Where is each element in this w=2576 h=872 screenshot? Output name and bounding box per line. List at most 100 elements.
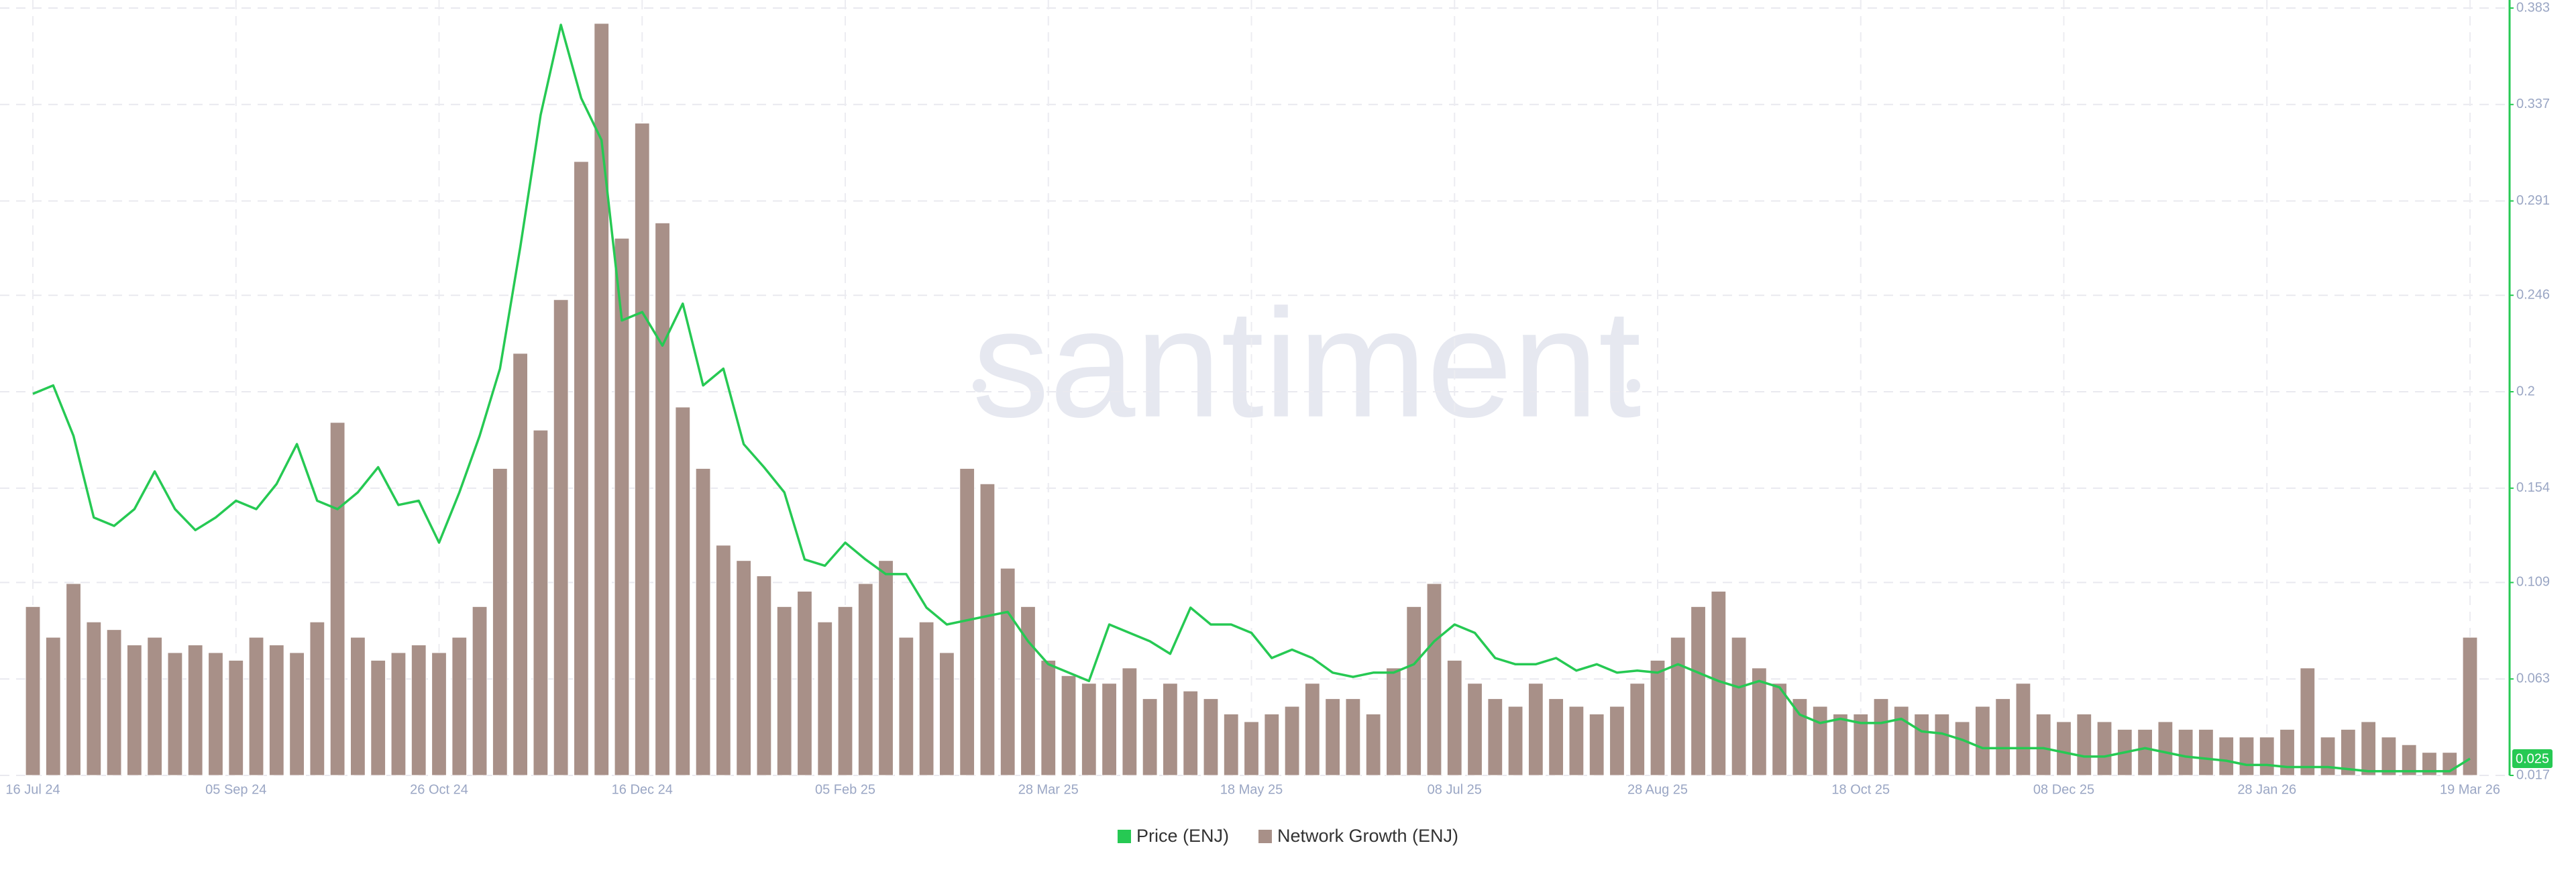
bar <box>2320 737 2336 776</box>
bar <box>614 237 630 776</box>
y2-tick-label: 0.337 <box>2516 97 2550 111</box>
bar <box>187 645 203 776</box>
bar <box>1467 683 1483 776</box>
bar <box>1264 713 1280 776</box>
bar <box>1527 683 1544 776</box>
bar <box>1792 698 1808 776</box>
bar <box>1853 713 1869 776</box>
legend-label: Price (ENJ) <box>1136 826 1229 846</box>
bar <box>594 23 610 776</box>
bar <box>2259 737 2275 776</box>
bar <box>1426 583 1442 776</box>
bar <box>736 560 752 776</box>
x-tick-label: 08 Dec 25 <box>2033 782 2094 797</box>
bar <box>715 545 731 776</box>
bar <box>1609 706 1625 776</box>
bar <box>2157 721 2174 776</box>
bar <box>126 645 142 776</box>
bar <box>167 652 183 776</box>
bar <box>1386 667 1401 776</box>
bar <box>1487 698 1503 776</box>
x-tick-label: 26 Oct 24 <box>410 782 468 797</box>
bar <box>2462 637 2478 776</box>
bar <box>675 406 691 776</box>
bar <box>106 629 122 776</box>
bar <box>1954 721 1970 776</box>
bar <box>208 652 223 776</box>
bar <box>1284 706 1300 776</box>
bar <box>2076 713 2092 776</box>
bar <box>2279 728 2295 776</box>
bar <box>1365 713 1381 776</box>
bar <box>1690 606 1706 776</box>
bar <box>1020 606 1036 776</box>
bar <box>938 652 955 776</box>
bar <box>1975 706 1990 776</box>
bar <box>1406 606 1422 776</box>
bar <box>309 621 325 776</box>
x-tick-label: 28 Jan 26 <box>2237 782 2296 797</box>
bar <box>553 299 569 776</box>
y2-tick-label: 0.2 <box>2516 384 2535 398</box>
bar <box>1325 698 1340 776</box>
bar <box>1000 567 1016 776</box>
x-tick-label: 05 Sep 24 <box>205 782 266 797</box>
bar <box>1081 683 1097 776</box>
bar <box>1873 698 1889 776</box>
last-value-label: 0.025 <box>2516 751 2549 766</box>
bar <box>431 652 447 776</box>
bar <box>655 222 670 776</box>
bar <box>2035 713 2051 776</box>
bar <box>228 659 244 776</box>
bar <box>451 637 468 776</box>
bar <box>1568 706 1585 776</box>
bar <box>1244 721 1259 776</box>
last-value-badge <box>2512 749 2553 768</box>
bar <box>2178 728 2194 776</box>
y2-tick-label: 0.109 <box>2516 575 2550 590</box>
bar <box>2137 728 2153 776</box>
bar <box>492 468 508 776</box>
bar <box>1163 683 1178 776</box>
bar <box>898 637 914 776</box>
bar <box>86 621 102 776</box>
bar <box>1446 659 1462 776</box>
bar <box>756 576 772 776</box>
legend-swatch <box>1258 830 1272 843</box>
bar <box>1061 675 1077 776</box>
bar <box>370 659 386 776</box>
y2-tick-label: 0.383 <box>2516 0 2550 15</box>
x-tick-label: 28 Aug 25 <box>1627 782 1688 797</box>
bar <box>2361 721 2377 776</box>
bar <box>248 637 264 776</box>
bar <box>25 606 41 776</box>
bar <box>1670 637 1686 776</box>
bar <box>1893 706 1909 776</box>
bar <box>533 429 549 776</box>
bar <box>2300 667 2316 776</box>
bar <box>1345 698 1361 776</box>
bar <box>797 590 812 776</box>
bar <box>2381 737 2397 776</box>
bar <box>1589 713 1605 776</box>
x-tick-label: 28 Mar 25 <box>1018 782 1079 797</box>
bar <box>411 645 427 776</box>
bar <box>1812 706 1828 776</box>
bar <box>1629 683 1646 776</box>
bar <box>1772 683 1788 776</box>
bar <box>1102 683 1117 776</box>
bar <box>1203 698 1219 776</box>
watermark: santiment <box>972 277 1641 449</box>
bar <box>2401 744 2417 776</box>
legend-swatch <box>1117 830 1131 843</box>
bar <box>2015 683 2031 776</box>
bar <box>1650 659 1666 776</box>
bar <box>513 353 528 776</box>
y2-tick-label: 0.063 <box>2516 671 2550 686</box>
bar <box>45 637 61 776</box>
y2-tick-label: 0.017 <box>2516 767 2550 782</box>
y2-tick-label: 0.154 <box>2516 480 2550 495</box>
bar <box>1040 659 1057 776</box>
